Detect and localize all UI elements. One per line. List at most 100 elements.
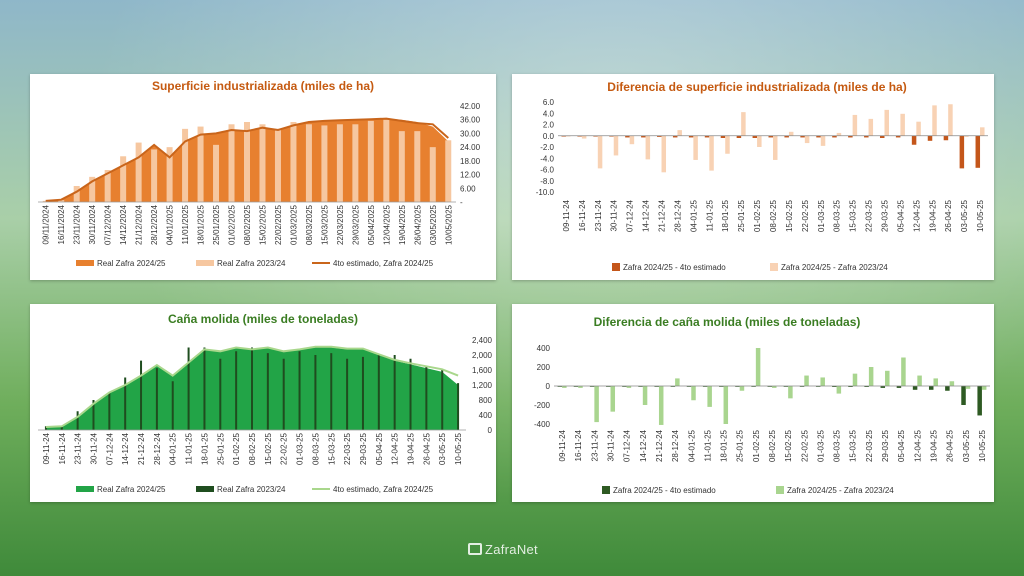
bar-diff-2023-24 [626, 386, 632, 388]
x-tick-label: 04-01-25 [687, 429, 696, 462]
x-tick-label: 23-11-24 [74, 432, 83, 464]
y-tick-label: 42.00 [460, 102, 481, 111]
bar-diff-4to-estimado [686, 386, 692, 387]
bar-diff-2023-24 [565, 135, 571, 137]
x-tick-label: 25/01/2025 [212, 204, 221, 245]
bar-diff-4to-estimado [767, 386, 772, 387]
bar-diff-4to-estimado [688, 135, 694, 138]
bar-diff-4to-estimado [945, 386, 950, 391]
x-tick-label: 12/04/2025 [382, 204, 391, 245]
x-tick-label: 08/02/2025 [243, 204, 252, 245]
x-tick-label: 12-04-25 [912, 199, 921, 232]
bar-real-2023-24 [298, 351, 301, 430]
bar-real-2023-24 [89, 176, 96, 202]
x-tick-label: 23/11/2024 [73, 204, 82, 244]
bar-real-2023-24 [171, 381, 174, 430]
bar-diff-2023-24 [693, 135, 698, 160]
x-tick-label: 07/12/2024 [104, 204, 113, 245]
chart-panel-superficie: Superficie industrializada (miles de ha)… [30, 74, 496, 280]
x-tick-label: 14-12-24 [639, 429, 648, 462]
legend-swatch-2023-24 [770, 263, 778, 271]
bar-real-2023-24 [92, 400, 95, 430]
y-tick-label: 36.00 [460, 116, 481, 125]
bar-diff-4to-estimado [625, 135, 630, 138]
x-tick-label: 22/03/2025 [336, 204, 345, 245]
x-tick-label: 28-12-24 [671, 429, 680, 462]
legend-label: Real Zafra 2023/24 [217, 259, 286, 268]
x-tick-label: 04/01/2025 [166, 204, 175, 245]
legend-label: 4to estimado, Zafra 2024/25 [333, 259, 434, 268]
bar-diff-4to-estimado [784, 135, 789, 138]
bar-real-2023-24 [197, 126, 204, 202]
chart-cana-molida: Caña molida (miles de toneladas) 0 400 800 1… [38, 312, 493, 494]
bar-real-2023-24 [166, 147, 173, 202]
y-tick-label: 0 [546, 382, 551, 391]
x-tick-label: 23-11-24 [594, 199, 603, 231]
x-tick-label: 09-11-24 [562, 199, 571, 231]
bar-diff-2023-24 [868, 118, 874, 136]
chart-superficie: Superficie industrializada (miles de ha)… [38, 79, 481, 268]
bar-diff-2023-24 [917, 375, 922, 386]
x-tick-label: 18-01-25 [200, 432, 209, 465]
chart-panel-diferencia-superficie: Diferencia de superficie industrializada… [512, 74, 994, 280]
y-tick-label: 2.0 [543, 121, 555, 130]
bar-diff-2023-24 [578, 386, 583, 388]
bar-diff-4to-estimado [832, 135, 837, 138]
bar-diff-4to-estimado [638, 386, 643, 387]
x-tick-label: 15/03/2025 [320, 204, 329, 245]
legend-swatch-2023-24 [776, 486, 784, 494]
bar-diff-4to-estimado [752, 135, 758, 138]
y-tick-label: 24.00 [460, 143, 481, 152]
x-tick-label: 26-04-25 [944, 199, 953, 232]
bar-diff-4to-estimado [783, 386, 789, 387]
bar-real-2023-24 [120, 156, 127, 202]
bar-diff-4to-estimado [719, 386, 724, 387]
x-tick-label: 01-03-25 [817, 199, 826, 232]
x-tick-label: 11-01-25 [185, 432, 194, 464]
bar-diff-2023-24 [755, 348, 761, 386]
bar-real-2023-24 [414, 131, 421, 202]
x-tick-label: 08-03-25 [311, 432, 320, 465]
bar-diff-2023-24 [964, 135, 969, 137]
bar-diff-2023-24 [884, 109, 889, 136]
bar-diff-2023-24 [836, 132, 842, 136]
x-tick-label: 01-03-25 [816, 429, 825, 462]
x-tick-label: 29-03-25 [880, 199, 889, 232]
bar-diff-2023-24 [772, 386, 777, 388]
bar-diff-2023-24 [852, 114, 858, 136]
bar-real-2023-24 [398, 131, 405, 202]
x-tick-label: 25-01-25 [737, 199, 746, 232]
bar-diff-2023-24 [804, 135, 810, 144]
x-tick-label: 18-01-25 [720, 429, 729, 462]
chart-title: Diferencia de caña molida (miles de tone… [594, 315, 861, 329]
x-tick-label: 19/04/2025 [398, 204, 407, 245]
bar-diff-2023-24 [868, 367, 874, 386]
x-tick-label: 15-03-25 [327, 432, 336, 465]
y-tick-label: 0.0 [543, 132, 555, 141]
y-tick-label: 6.00 [460, 184, 476, 193]
bar-diff-2023-24 [677, 130, 682, 136]
x-tick-label: 15/02/2025 [258, 204, 267, 245]
bar-diff-4to-estimado [672, 135, 678, 138]
x-tick-label: 09-11-24 [558, 429, 567, 461]
bar-diff-4to-estimado [848, 135, 853, 138]
bar-real-2023-24 [330, 353, 333, 430]
x-tick-label: 21-12-24 [658, 199, 667, 232]
zafranet-logo: ZafraNet [468, 542, 538, 557]
bar-diff-4to-estimado [735, 386, 740, 387]
bar-real-2023-24 [42, 200, 49, 202]
bar-diff-2023-24 [948, 104, 953, 136]
bar-real-2023-24 [346, 358, 349, 430]
bar-diff-2023-24 [594, 386, 599, 423]
bar-diff-2023-24 [980, 127, 985, 136]
bar-diff-4to-estimado [864, 386, 869, 387]
x-tick-label: 07-12-24 [623, 429, 632, 462]
bar-diff-4to-estimado [736, 135, 742, 138]
bar-diff-2023-24 [820, 135, 826, 146]
x-tick-label: 15-03-25 [849, 429, 858, 462]
x-tick-label: 18/01/2025 [197, 204, 206, 245]
x-tick-label: 21-12-24 [137, 432, 146, 465]
x-tick-label: 16-11-24 [58, 432, 67, 464]
x-tick-label: 21/12/2024 [135, 204, 144, 245]
y-tick-label: 400 [479, 411, 493, 420]
